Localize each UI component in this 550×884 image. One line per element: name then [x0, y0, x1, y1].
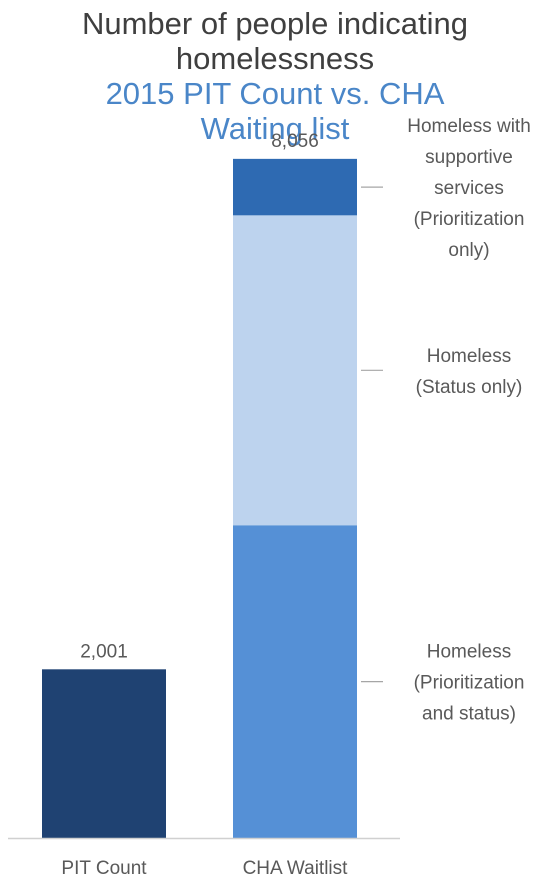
callout-label-3-line-1: Homeless with	[407, 116, 531, 137]
callout-label-2-line-1: Homeless	[427, 346, 511, 367]
x-tick-label-1: PIT Count	[61, 858, 147, 879]
bar-segment-1-series-1	[42, 669, 166, 838]
callout-label-1-line-3: and status)	[422, 704, 516, 725]
callout-label-3-line-5: only)	[448, 240, 489, 261]
callout-label-3-line-2: supportive	[425, 147, 513, 168]
callout-label-3-line-4: (Prioritization	[414, 209, 525, 230]
bar-segment-2-series-3	[233, 215, 357, 526]
callout-label-2-line-2: (Status only)	[416, 377, 523, 398]
title-block: Number of people indicating homelessness…	[0, 6, 550, 146]
x-tick-label-2: CHA Waitlist	[243, 858, 349, 879]
chart-title: Number of people indicating homelessness	[81, 6, 469, 76]
chart-subtitle: 2015 PIT Count vs. CHA Waiting list	[105, 76, 445, 146]
callout-label-1-line-2: (Prioritization	[414, 673, 525, 694]
bar-segment-2-series-4	[233, 158, 357, 216]
callout-label-1-line-1: Homeless	[427, 642, 511, 663]
bar-total-label-1: 2,001	[80, 641, 128, 662]
callout-label-3-line-3: services	[434, 178, 504, 199]
bar-total-label-2: 8,056	[271, 131, 319, 152]
bar-segment-2-series-2	[233, 525, 357, 838]
